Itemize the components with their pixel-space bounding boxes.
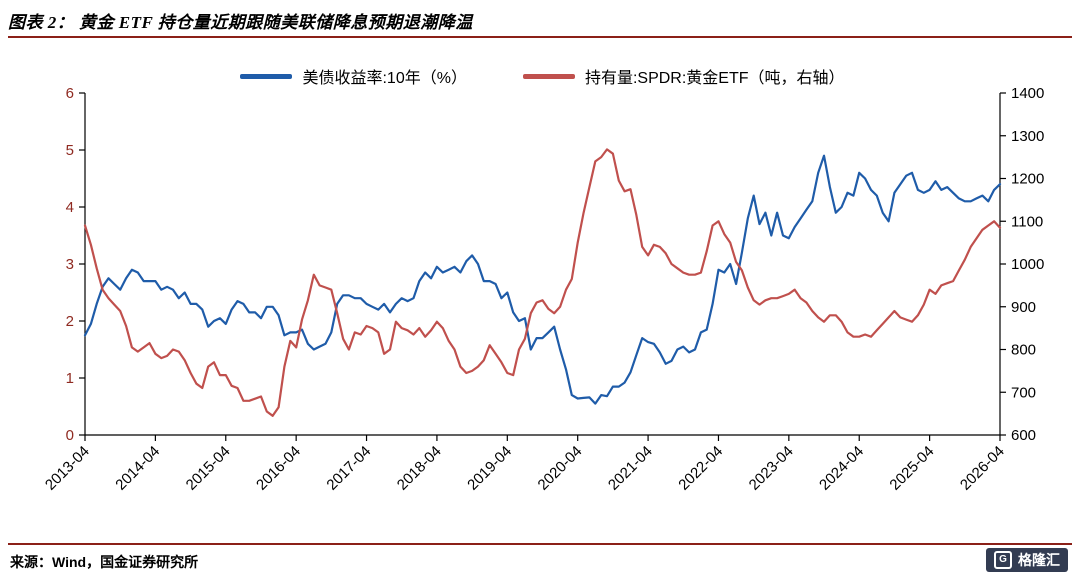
gelonghui-g-icon: G xyxy=(994,551,1012,569)
legend-swatch-red-line-icon xyxy=(522,73,575,79)
x-axis-label: 2014-04 xyxy=(112,443,163,494)
y-axis-label-left: 2 xyxy=(66,313,74,330)
x-axis-label: 2023-04 xyxy=(746,443,797,494)
series-line-treasury-yield xyxy=(83,154,1002,405)
y-axis-label-right: 1200 xyxy=(1011,171,1044,188)
y-axis-label-right: 700 xyxy=(1011,384,1036,401)
x-axis-label: 2024-04 xyxy=(816,443,867,494)
x-axis-label: 2016-04 xyxy=(253,443,304,494)
bottom-divider xyxy=(8,543,1072,545)
x-axis-label: 2018-04 xyxy=(394,443,445,494)
legend-label-treasury-yield: 美债收益率:10年（%） xyxy=(302,70,467,87)
x-axis-label: 2026-04 xyxy=(957,443,1008,494)
y-axis-label-right: 1400 xyxy=(1011,85,1044,102)
x-axis-label: 2013-04 xyxy=(42,443,93,494)
y-axis-label-left: 1 xyxy=(66,370,74,387)
y-axis-label-right: 600 xyxy=(1011,427,1036,444)
chart-legend: 美债收益率:10年（%） 持有量:SPDR:黄金ETF（吨，右轴） xyxy=(85,64,1000,88)
gelonghui-logo-text: 格隆汇 xyxy=(1018,552,1060,568)
dual-axis-line-chart: 0 1 2 3 4 5 6 600 700 800 900 1000 1100 1200 1300 1400 2… xyxy=(42,85,1045,494)
y-axis-label-right: 1000 xyxy=(1011,256,1044,273)
y-axis-label-left: 4 xyxy=(66,199,74,216)
source-text: 来源：Wind，国金证券研究所 xyxy=(10,554,199,570)
y-axis-label-left: 6 xyxy=(66,85,74,102)
x-axis-label: 2022-04 xyxy=(675,443,726,494)
x-axis-label: 2021-04 xyxy=(605,443,656,494)
legend-label-gold-etf-holdings: 持有量:SPDR:黄金ETF（吨，右轴） xyxy=(584,70,845,87)
legend-item-treasury-yield: 美债收益率:10年（%） xyxy=(240,64,467,88)
x-axis-label: 2020-04 xyxy=(535,443,586,494)
top-divider xyxy=(8,36,1072,38)
y-axis-label-right: 900 xyxy=(1011,299,1036,316)
legend-item-gold-etf-holdings: 持有量:SPDR:黄金ETF（吨，右轴） xyxy=(522,64,845,88)
y-axis-label-left: 3 xyxy=(66,256,74,273)
y-axis-label-right: 1100 xyxy=(1011,213,1043,230)
y-axis-label-right: 1300 xyxy=(1011,128,1044,145)
y-axis-label-left: 5 xyxy=(66,142,74,159)
x-axis-label: 2015-04 xyxy=(183,443,234,494)
axis-frame xyxy=(84,93,1001,436)
x-axis-label: 2017-04 xyxy=(323,443,374,494)
page-title: 图表 2： 黄金 ETF 持仓量近期跟随美联储降息预期退潮降温 xyxy=(8,13,473,32)
y-axis-label-left: 0 xyxy=(66,427,74,444)
gelonghui-logo: G 格隆汇 xyxy=(986,548,1068,572)
x-axis-label: 2025-04 xyxy=(886,443,937,494)
legend-swatch-blue-line-icon xyxy=(240,73,293,79)
y-axis-label-right: 800 xyxy=(1011,342,1036,359)
series-line-gold-etf-holdings xyxy=(83,148,1002,417)
x-axis-label: 2019-04 xyxy=(464,443,515,494)
